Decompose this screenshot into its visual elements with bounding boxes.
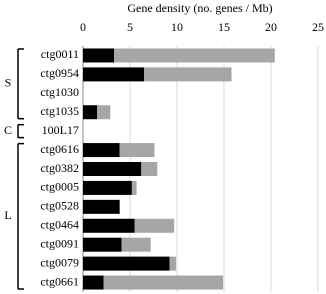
bar-segment (144, 67, 232, 82)
y-tick-label: ctg0464 (40, 218, 79, 232)
bar-segment (83, 199, 120, 214)
bar-segment (103, 275, 224, 290)
bar-segment (83, 275, 104, 290)
x-axis-title: Gene density (no. genes / Mb) (127, 1, 272, 15)
bar-segment (121, 237, 151, 252)
y-tick-label: ctg0091 (40, 236, 79, 250)
bar-segment (83, 143, 120, 158)
y-tick-label: ctg0079 (40, 255, 79, 269)
bar-segment (97, 105, 111, 120)
bar-segment (83, 48, 115, 63)
bar-segment (131, 180, 137, 195)
y-tick-label: ctg0011 (41, 47, 79, 61)
bar-segment (83, 180, 132, 195)
bar-segment (134, 218, 175, 233)
x-tick-label: 20 (265, 20, 277, 34)
y-tick-label: ctg1035 (40, 104, 79, 118)
x-tick-label: 10 (171, 20, 183, 34)
bar-segment (119, 143, 155, 158)
y-tick-label: 100L17 (42, 123, 79, 137)
y-tick-label: ctg0954 (40, 66, 79, 80)
y-tick-label: ctg0528 (40, 199, 79, 213)
x-tick-label: 25 (312, 20, 324, 34)
group-label: S (5, 76, 12, 90)
bar-segment (141, 162, 158, 176)
y-tick-label: ctg0005 (40, 180, 79, 194)
x-tick-label: 0 (80, 20, 86, 34)
x-tick-label: 5 (127, 20, 133, 34)
y-tick-label: ctg1030 (40, 85, 79, 99)
bar-segment (83, 256, 170, 271)
x-tick-label: 15 (218, 20, 230, 34)
y-tick-label: ctg0382 (40, 161, 79, 175)
bar-segment (83, 218, 135, 233)
bar-segment (83, 237, 122, 252)
y-tick-label: ctg0616 (40, 142, 79, 156)
bar-segment (83, 67, 145, 82)
group-label: C (4, 123, 12, 137)
group-label: L (4, 208, 11, 222)
bar-segment (169, 256, 177, 271)
bar-segment (114, 48, 275, 63)
y-tick-label: ctg0661 (40, 274, 79, 288)
bar-segment (83, 105, 98, 120)
bar-segment (83, 162, 142, 176)
